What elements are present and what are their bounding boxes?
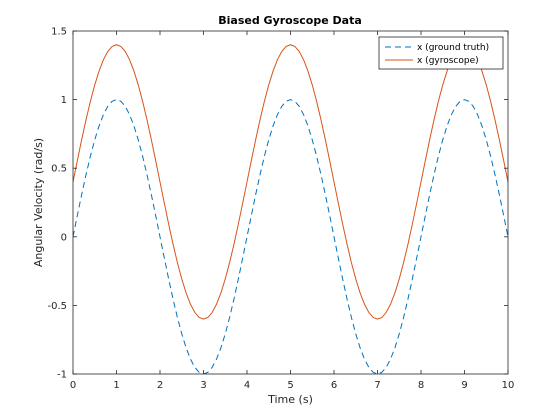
y-axis-label: Angular Velocity (rad/s) [32, 138, 45, 267]
y-tick-label: -0.5 [47, 301, 67, 312]
legend-entry-2: x (gyroscope) [417, 56, 479, 66]
x-tick-label: 2 [157, 380, 163, 391]
x-tick-label: 7 [374, 380, 380, 391]
y-tick-label: 1 [61, 95, 67, 106]
series-line-2 [73, 44, 508, 320]
x-tick-label: 5 [287, 380, 293, 391]
x-tick-label: 1 [113, 380, 119, 391]
legend-entry-1: x (ground truth) [417, 43, 489, 53]
legend: x (ground truth) x (gyroscope) [378, 36, 504, 70]
x-tick-label: 6 [331, 380, 337, 391]
ticks-layer: 0 1 2 3 4 5 6 7 8 9 10 -1 -0.5 0 0.5 1 1.5 [47, 27, 514, 392]
y-tick-label: 1.5 [51, 27, 67, 38]
x-tick-label: 8 [418, 380, 424, 391]
x-tick-label: 9 [461, 380, 467, 391]
legend-box [378, 36, 504, 70]
axes-background [73, 31, 508, 374]
series-layer [73, 44, 508, 374]
chart-title: Biased Gyroscope Data [218, 14, 362, 27]
x-tick-label: 0 [70, 380, 76, 391]
x-axis-label: Time (s) [267, 393, 313, 406]
series-line-1 [73, 99, 508, 374]
x-tick-label: 10 [502, 380, 515, 391]
y-tick-label: -1 [57, 370, 67, 381]
plot-area: 0 1 2 3 4 5 6 7 8 9 10 -1 -0.5 0 0.5 1 1.5 [47, 27, 514, 392]
x-tick-label: 3 [200, 380, 206, 391]
y-tick-label: 0.5 [51, 164, 67, 175]
x-tick-label: 4 [244, 380, 250, 391]
y-tick-label: 0 [61, 232, 67, 243]
